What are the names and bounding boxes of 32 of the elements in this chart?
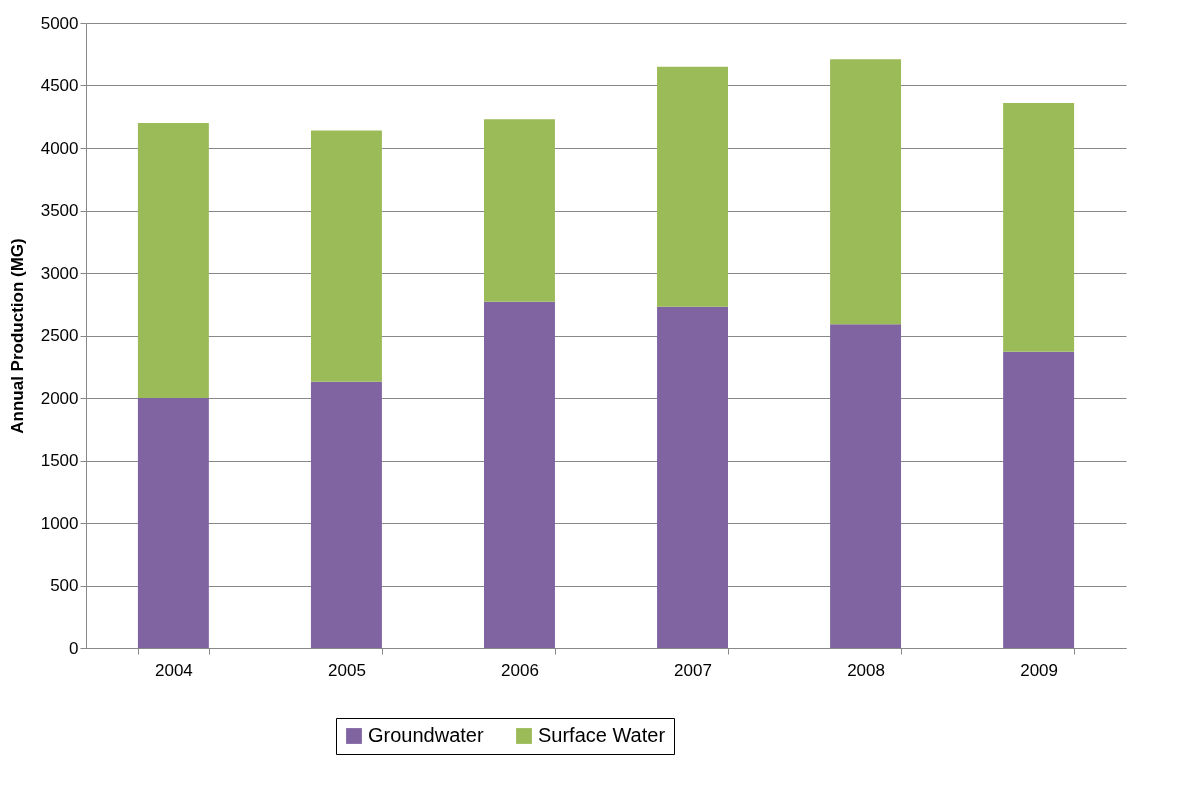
legend-label: Surface Water [538, 724, 666, 746]
bar [657, 306, 728, 648]
y-tick-label: 1000 [40, 513, 79, 533]
y-axis-title: Annual Production (MG) [7, 238, 27, 434]
y-tick-label: 2000 [40, 388, 79, 408]
bar [830, 324, 902, 648]
y-tick-label: 5000 [40, 13, 79, 33]
bar [484, 301, 555, 648]
x-tick-label: 2004 [154, 660, 193, 680]
y-tick-label: 4500 [40, 76, 79, 95]
bar [310, 130, 382, 382]
y-tick-label: 2500 [40, 326, 79, 345]
bar [310, 381, 382, 648]
x-tick-label: 2009 [1020, 660, 1059, 680]
bar [137, 398, 209, 648]
bar [1003, 351, 1075, 648]
legend-label: Groundwater [368, 724, 484, 746]
y-tick-label: 3500 [40, 201, 79, 220]
x-tick-label: 2006 [501, 660, 539, 680]
y-tick-label: 4000 [40, 138, 79, 158]
bar [657, 66, 728, 307]
y-tick-label: 3000 [40, 263, 79, 283]
bar [1003, 103, 1075, 352]
x-tick-label: 2008 [847, 660, 885, 680]
bar [830, 59, 902, 325]
y-tick-label: 500 [50, 576, 79, 595]
bar [137, 123, 209, 398]
x-tick-label: 2005 [328, 660, 366, 680]
bar [484, 119, 555, 302]
y-tick-label: 1500 [40, 451, 79, 470]
x-tick-label: 2007 [674, 660, 712, 680]
y-tick-label: 0 [69, 638, 79, 658]
